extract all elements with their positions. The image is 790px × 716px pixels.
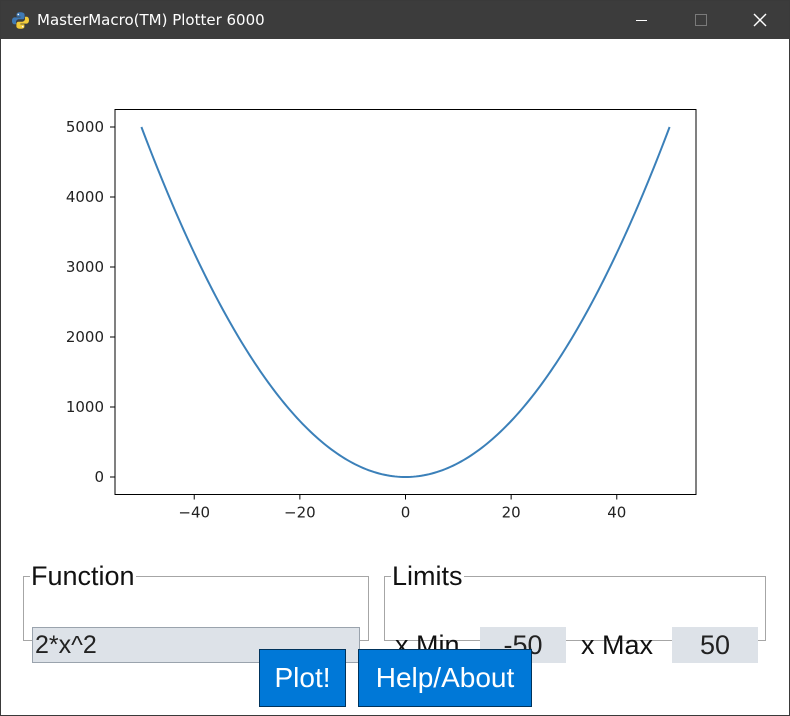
function-group-label: Function xyxy=(31,561,135,591)
y-tick-label: 5000 xyxy=(66,118,104,136)
x-tick-label: 20 xyxy=(502,504,521,522)
function-group: Function xyxy=(23,561,369,663)
plot-button[interactable]: Plot! xyxy=(259,649,346,707)
x-tick-label: 0 xyxy=(401,504,411,522)
y-tick-label: 3000 xyxy=(66,258,104,276)
limits-group-label: Limits xyxy=(392,561,463,591)
limits-group: Limits x Min x Max xyxy=(384,561,766,663)
y-tick-label: 0 xyxy=(94,468,104,486)
minimize-button[interactable] xyxy=(618,1,664,39)
plot-canvas: −40 −20 0 20 40 0 1000 2000 3000 4000 5000 xyxy=(66,109,697,522)
python-icon xyxy=(11,11,30,30)
close-button[interactable] xyxy=(736,1,782,39)
x-tick-label: −20 xyxy=(284,504,316,522)
xmax-input[interactable] xyxy=(672,627,758,663)
y-tick-label: 4000 xyxy=(66,188,104,206)
series-line-2x2 xyxy=(140,126,671,479)
y-tick-label: 2000 xyxy=(66,328,104,346)
maximize-icon xyxy=(695,14,707,26)
help-about-button[interactable]: Help/About xyxy=(358,649,532,707)
plot-frame xyxy=(114,109,697,495)
close-icon xyxy=(753,13,767,27)
x-tick-label: −40 xyxy=(178,504,210,522)
xmax-label: x Max xyxy=(581,630,654,660)
minimize-icon xyxy=(636,20,647,21)
maximize-button[interactable] xyxy=(677,1,723,39)
title-bar[interactable]: MasterMacro(TM) Plotter 6000 xyxy=(1,1,789,39)
x-tick-label: 40 xyxy=(607,504,626,522)
function-input[interactable] xyxy=(32,627,360,663)
y-tick-label: 1000 xyxy=(66,398,104,416)
window-title: MasterMacro(TM) Plotter 6000 xyxy=(37,11,265,29)
